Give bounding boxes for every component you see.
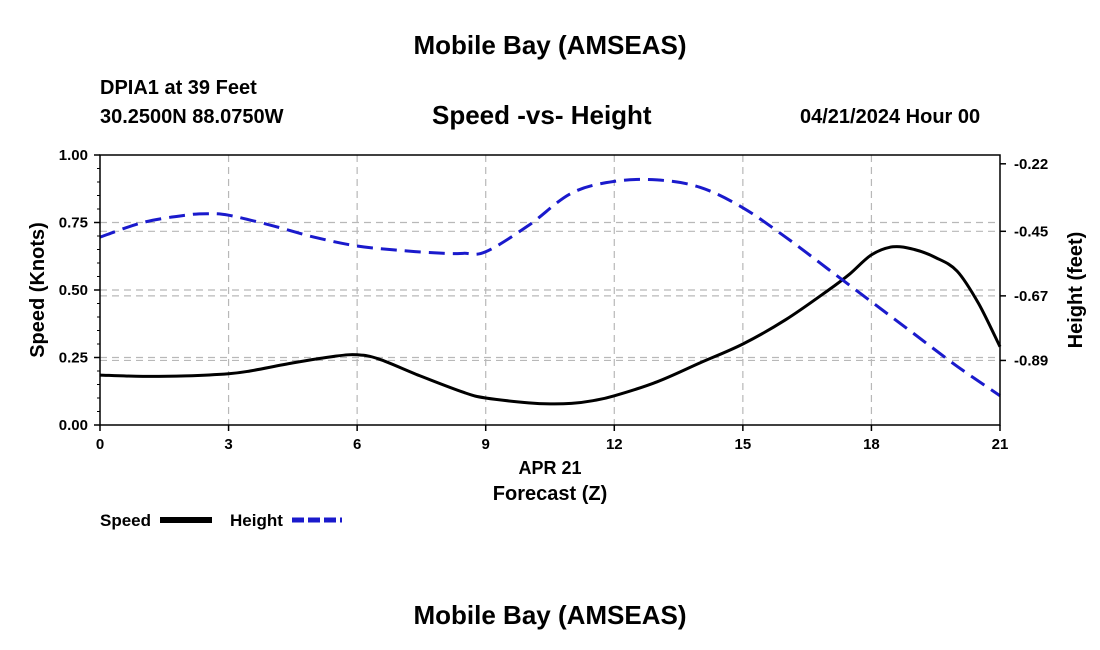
x-tick-label: 18 — [863, 436, 880, 453]
datetime-label: 04/21/2024 Hour 00 — [800, 106, 981, 128]
series-layer — [99, 177, 1002, 406]
plot-title: Speed -vs- Height — [432, 100, 652, 130]
grid-layer — [100, 154, 1000, 425]
x-axis-label: Forecast (Z) — [493, 483, 607, 505]
y-tick-label: 0.00 — [59, 417, 88, 434]
x-sublabel: APR 21 — [518, 458, 581, 478]
y-tick-label: 0.75 — [59, 215, 88, 232]
x-tick-label: 0 — [96, 436, 104, 453]
top-title: Mobile Bay (AMSEAS) — [413, 30, 687, 60]
y-tick-label: 1.00 — [59, 147, 88, 164]
x-tick-label: 3 — [224, 436, 232, 453]
legend-label-height: Height — [230, 511, 283, 530]
x-tick-label: 9 — [482, 436, 490, 453]
y2-tick-label: -0.67 — [1014, 288, 1048, 305]
x-tick-label: 6 — [353, 436, 361, 453]
y2-tick-label: -0.45 — [1014, 223, 1048, 240]
y2-tick-label: -0.22 — [1014, 156, 1048, 173]
y2-tick-label: -0.89 — [1014, 352, 1048, 369]
coordinates-label: 30.2500N 88.0750W — [100, 106, 284, 128]
y-axis-label: Speed (Knots) — [27, 222, 49, 358]
legend-label-speed: Speed — [100, 511, 151, 530]
speed-series-line — [99, 245, 1002, 406]
y-tick-label: 0.25 — [59, 350, 88, 367]
axis-layer: 0 3 6 9 12 15 18 21 0.00 0.25 0.50 0.75 1.00 -0.22 -0.… — [59, 147, 1048, 453]
y-tick-label: 0.50 — [59, 282, 88, 299]
y2-axis-label: Height (feet) — [1065, 232, 1087, 349]
x-tick-label: 21 — [992, 436, 1009, 453]
legend: Speed Height — [100, 511, 342, 530]
bottom-title: Mobile Bay (AMSEAS) — [413, 600, 687, 630]
x-tick-label: 15 — [735, 436, 752, 453]
height-series-line — [99, 177, 1001, 397]
station-label: DPIA1 at 39 Feet — [100, 77, 257, 99]
x-tick-label: 12 — [606, 436, 623, 453]
